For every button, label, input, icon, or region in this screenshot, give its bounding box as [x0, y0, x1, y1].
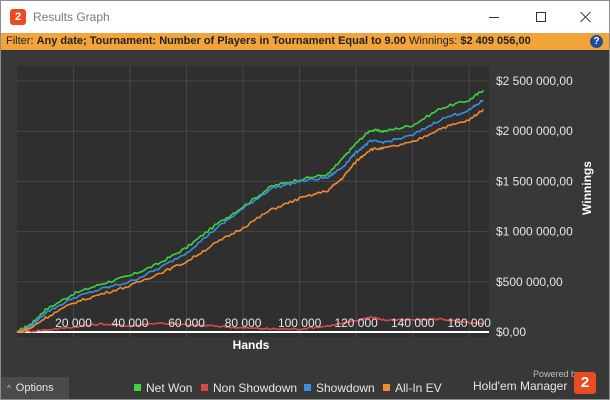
- legend-label: Net Won: [146, 381, 193, 395]
- brand-block: Powered by Hold'em Manager 2: [473, 367, 605, 397]
- winnings-label: Winnings:: [409, 35, 458, 47]
- window-title: Results Graph: [33, 10, 110, 24]
- close-icon: [580, 11, 592, 23]
- series-line-net-won: [16, 89, 485, 333]
- x-tick-label: 160 000: [448, 316, 492, 330]
- series-line-showdown: [16, 99, 484, 333]
- series-line-non-showdown: [16, 315, 484, 334]
- legend-label: Showdown: [316, 381, 375, 395]
- filter-value: Any date; Tournament: Number of Players …: [36, 35, 406, 47]
- brand-logo-icon: 2: [574, 372, 596, 394]
- powered-by-text: Powered by: [533, 369, 581, 379]
- y-tick-label: $1 000 000,00: [496, 225, 573, 239]
- x-tick-label: 20 000: [55, 316, 92, 330]
- legend-showdown[interactable]: Showdown: [304, 381, 375, 395]
- x-axis-title: Hands: [233, 338, 270, 352]
- y-axis-title: Winnings: [580, 161, 594, 215]
- maximize-button[interactable]: [518, 1, 564, 33]
- close-button[interactable]: [563, 1, 609, 33]
- brand-name: Hold'em Manager: [473, 379, 568, 393]
- app-logo-icon: 2: [10, 9, 26, 25]
- y-tick-label: $500 000,00: [496, 275, 563, 289]
- maximize-icon: [536, 12, 546, 22]
- x-tick-label: 80 000: [225, 316, 262, 330]
- legend-swatch-net-won: [134, 384, 141, 391]
- minimize-icon: [489, 16, 499, 18]
- y-tick-label: $2 000 000,00: [496, 124, 573, 138]
- minimize-button[interactable]: [471, 1, 517, 33]
- filter-label: Filter:: [6, 35, 34, 47]
- x-tick-label: 60 000: [168, 316, 205, 330]
- x-tick-label: 100 000: [278, 316, 322, 330]
- legend-swatch-all-in-ev: [383, 384, 390, 391]
- x-tick-label: 40 000: [112, 316, 149, 330]
- x-tick-label: 140 000: [391, 316, 435, 330]
- series-line-all-in-ev: [16, 108, 485, 333]
- caret-up-icon: ^: [7, 384, 11, 393]
- chart-svg: $0,00 $500 000,00 $1 000 000,00 $1 500 000,…: [16, 66, 594, 352]
- y-tick-label: $2 500 000,00: [496, 74, 573, 88]
- options-label: Options: [15, 382, 54, 394]
- y-tick-label: $0,00: [496, 325, 526, 339]
- x-tick-label: 120 000: [334, 316, 378, 330]
- legend-swatch-showdown: [304, 384, 311, 391]
- legend-non-showdown[interactable]: Non Showdown: [201, 381, 297, 395]
- legend-label: Non Showdown: [213, 381, 298, 395]
- legend-label: All-In EV: [395, 381, 442, 395]
- legend-swatch-non-showdown: [201, 384, 208, 391]
- legend-all-in-ev[interactable]: All-In EV: [383, 381, 442, 395]
- bottom-bar: ^ Options Net Won Non Showdown Showdown A…: [1, 373, 609, 399]
- winnings-value: $2 409 056,00: [460, 35, 531, 47]
- y-tick-label: $1 500 000,00: [496, 174, 573, 188]
- options-button[interactable]: ^ Options: [1, 377, 69, 399]
- title-bar: 2 Results Graph: [1, 1, 609, 33]
- legend-net-won[interactable]: Net Won: [134, 381, 192, 395]
- help-icon[interactable]: ?: [590, 35, 603, 48]
- filter-bar[interactable]: Filter: Any date; Tournament: Number of …: [1, 33, 609, 50]
